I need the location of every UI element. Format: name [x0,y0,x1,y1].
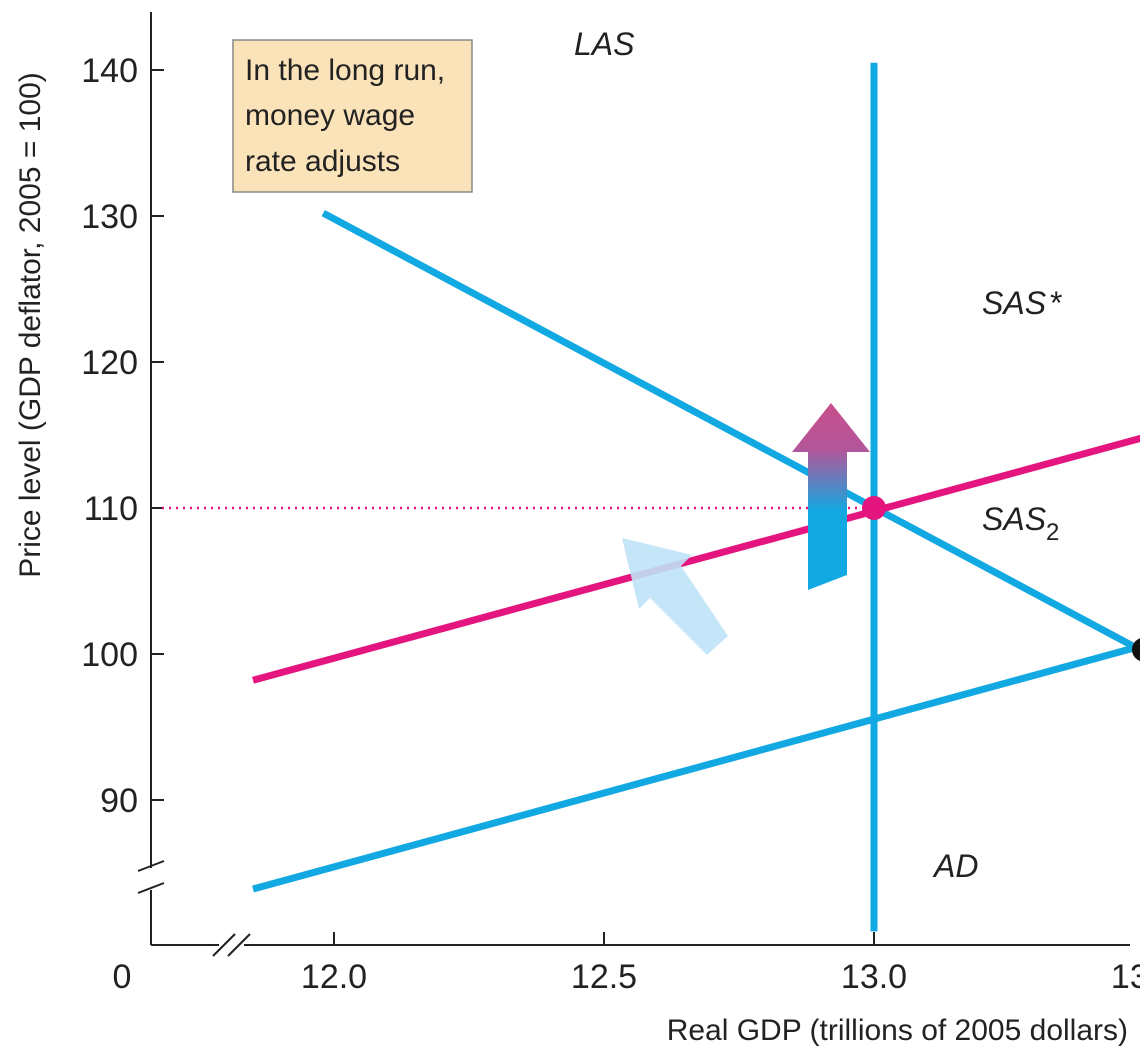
y-axis-break [137,860,165,894]
annotation-line-2: money wage [245,99,415,132]
x-tick-label: 12.5 [571,958,637,996]
y-tick-label: 120 [81,344,138,382]
label-sas2: SAS2 [982,501,1059,546]
annotation-box: In the long run, money wage rate adjusts [232,39,473,193]
x-axis-break [212,933,251,957]
y-tick-label: 130 [81,198,138,236]
movement-along-ad-arrow [622,538,728,655]
x-tick-label: 13.0 [841,958,907,996]
x-axis-title: Real GDP (trillions of 2005 dollars) [667,1014,1128,1047]
initial-equilibrium-point [1132,638,1140,661]
curve-ad [321,209,1140,654]
y-axis-ticks: 90 100 110 120 130 140 [81,52,164,820]
long-run-equilibrium-point [862,496,886,520]
x-tick-label: 13.5 [1111,958,1140,996]
curve-sas2 [252,642,1140,893]
equilibrium-points [862,496,1140,661]
x-tick-label: 12.0 [301,958,367,996]
label-las: LAS [574,26,634,62]
y-tick-label: 100 [81,636,138,674]
y-axis-title: Price level (GDP deflator, 2005 = 100) [14,72,47,578]
annotation-line-1: In the long run, [245,54,445,87]
axes: 12.012.513.013.514.014.5 901001101201301… [81,12,1140,996]
x-axis-ticks: 12.012.513.013.514.014.5 [301,932,1140,996]
label-ad: AD [932,848,978,884]
sas-shift-up-arrow [792,403,870,590]
curve-sas-star [252,434,1140,684]
curves [252,62,1140,932]
curve-labels: LAS AD SAS2 SAS * [574,26,1062,884]
label-sas-star: SAS * [982,285,1062,321]
y-tick-label: 140 [81,52,138,90]
y-tick-label: 110 [84,490,138,528]
annotation-background [232,39,473,193]
annotation-line-3: rate adjusts [245,145,400,178]
y-tick-label: 90 [100,782,138,820]
x-origin-label: 0 [113,958,132,996]
